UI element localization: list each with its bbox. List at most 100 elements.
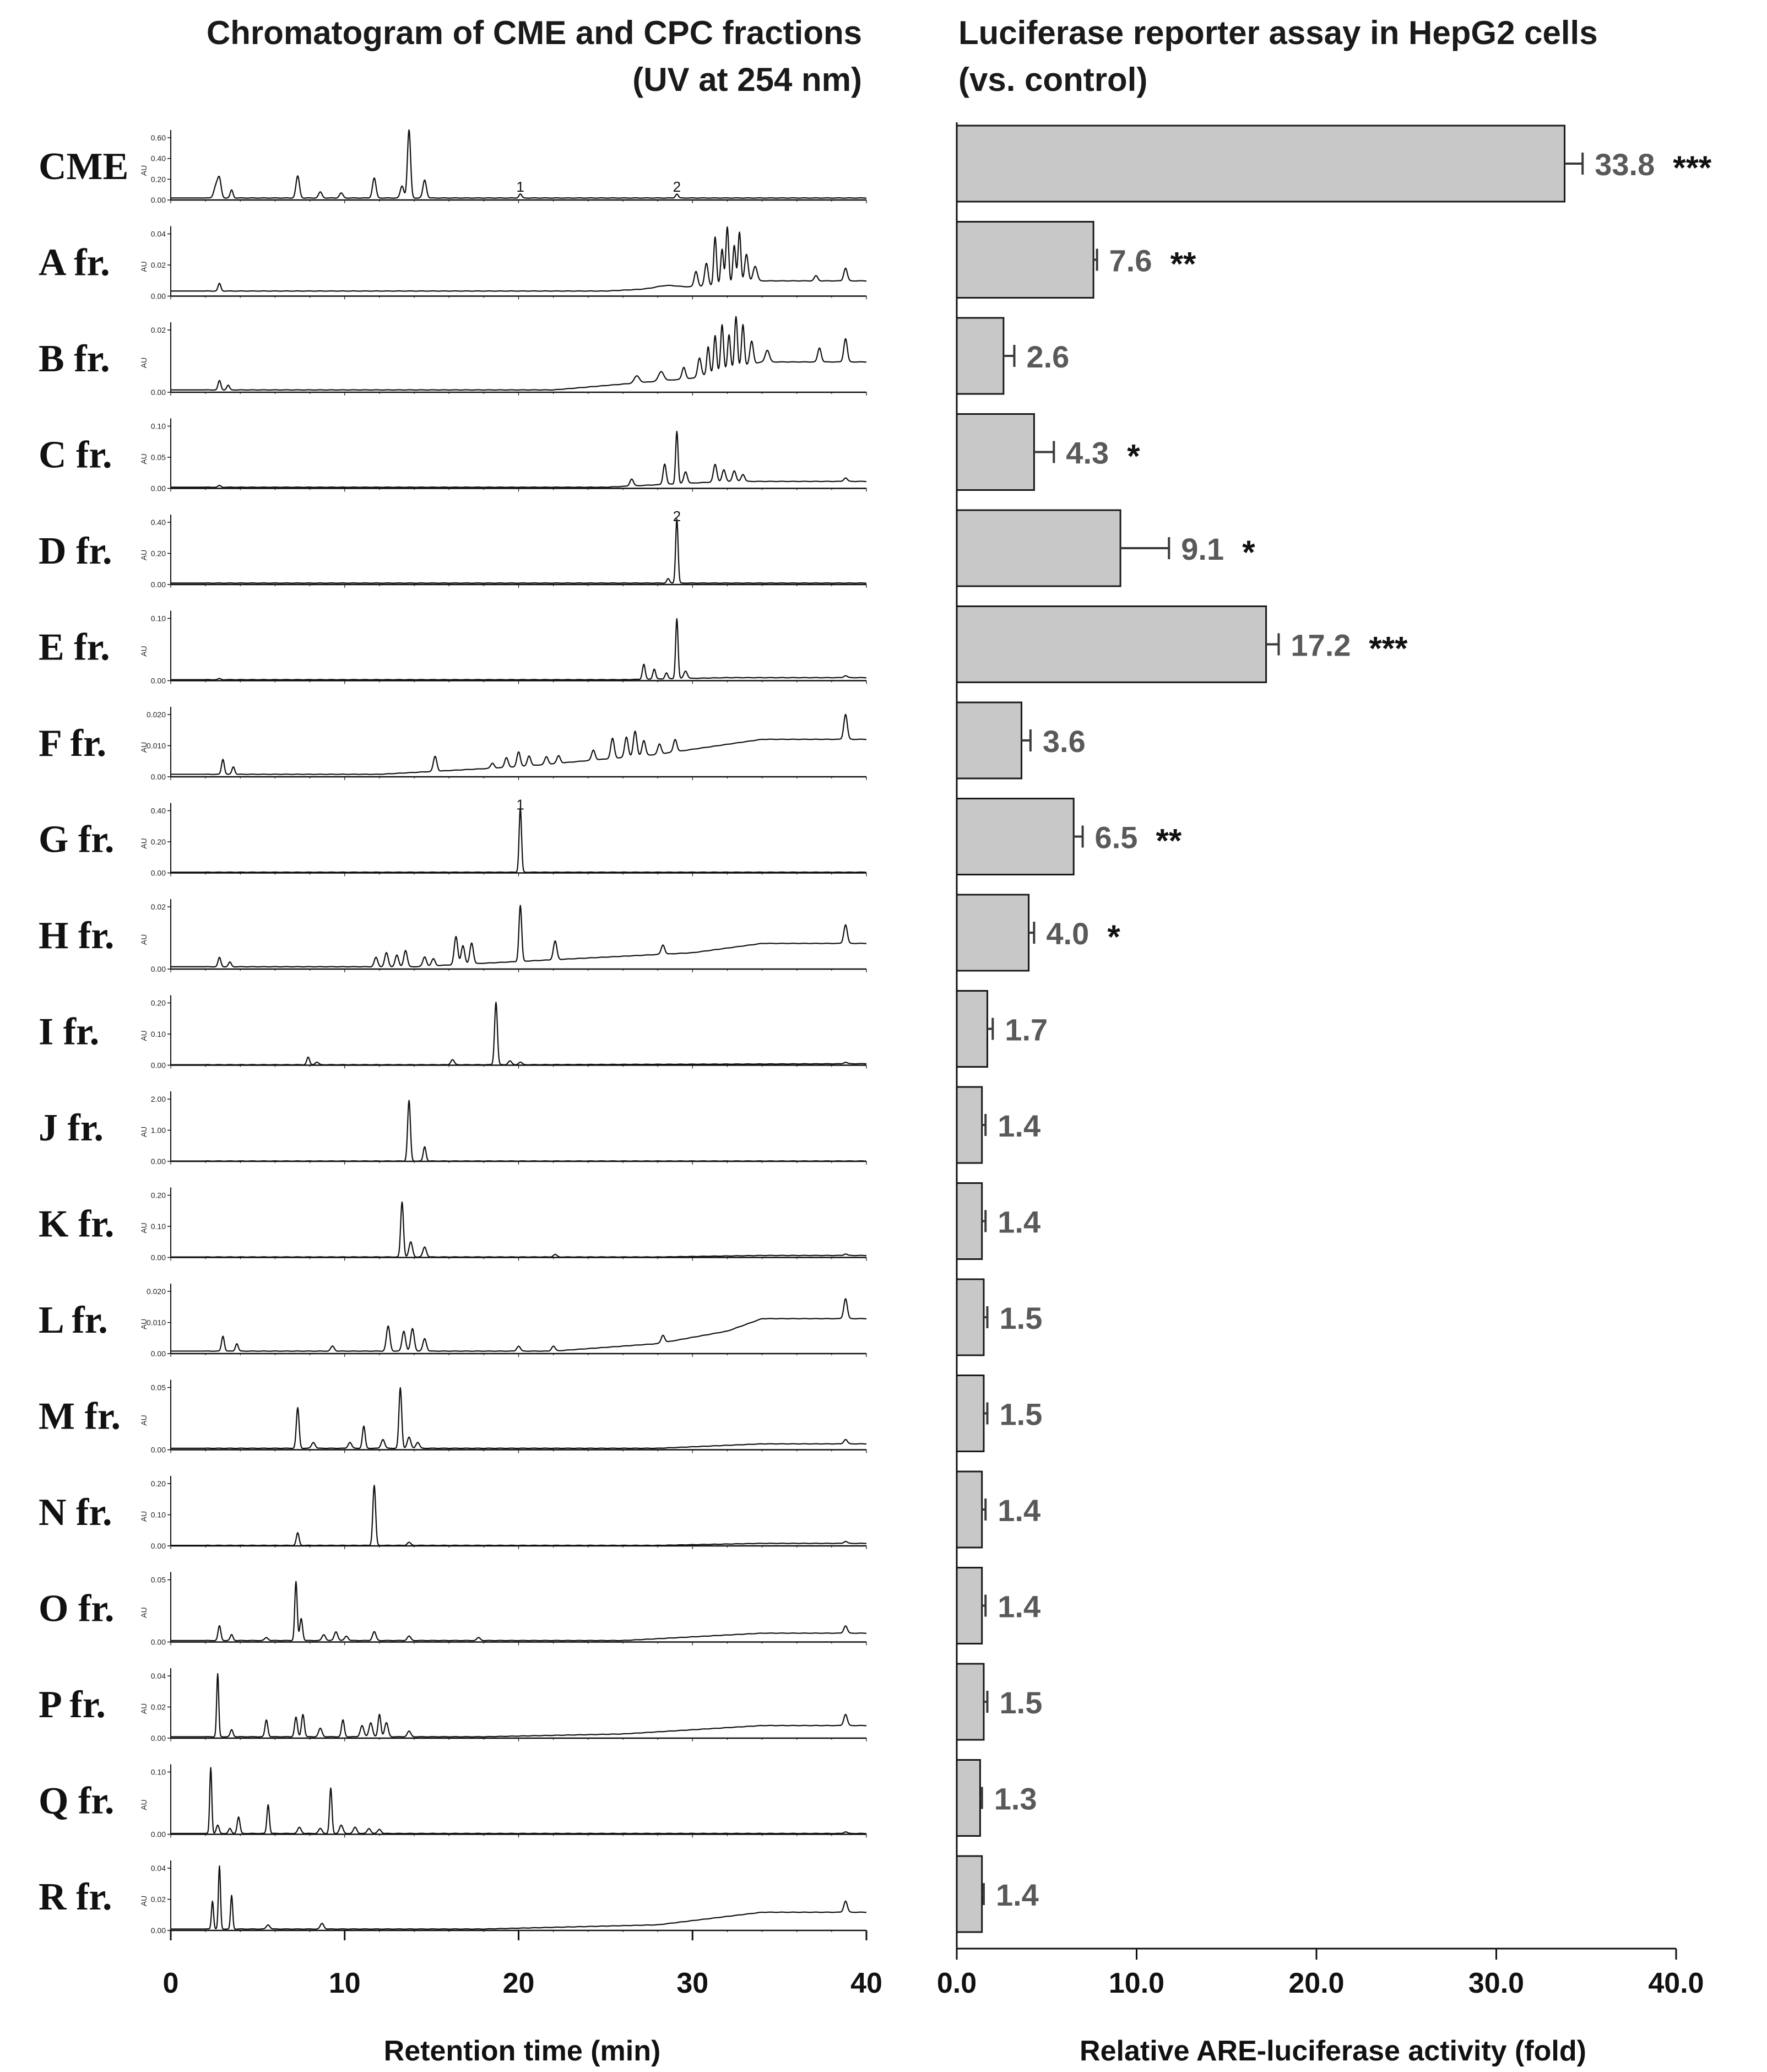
chromatogram-y-unit: AU bbox=[139, 1222, 148, 1233]
bar bbox=[956, 1567, 983, 1644]
row-label: I fr. bbox=[39, 1011, 99, 1053]
luciferase-bar-panel: 33.8 *** 7.6 ** 2.6 4.3 * 9.1 * 17.2 *** 3.6 6.5 ** 4.… bbox=[937, 122, 1712, 1999]
bar bbox=[956, 894, 1030, 972]
chromatogram-y-tick-label: 0.00 bbox=[151, 1638, 166, 1647]
chromatogram-y-tick-label: 0.20 bbox=[151, 999, 166, 1008]
bar-value-label: 1.4 bbox=[998, 1589, 1040, 1624]
chromatogram-y-tick-label: 0.020 bbox=[147, 1287, 166, 1296]
chromatogram-y-unit: AU bbox=[139, 550, 148, 560]
chromatogram-y-tick-label: 0.40 bbox=[151, 807, 166, 815]
chromatogram-trace bbox=[170, 226, 867, 292]
chromatogram-y-tick-label: 0.00 bbox=[151, 677, 166, 685]
bar-value-label: 1.5 bbox=[1000, 1397, 1043, 1432]
bar bbox=[956, 1375, 985, 1452]
bar-value-label: 1.4 bbox=[998, 1205, 1040, 1240]
significance-marker: ** bbox=[1156, 823, 1182, 859]
chromatogram-y-tick-label: 0.10 bbox=[151, 1511, 166, 1519]
row-label: A fr. bbox=[39, 242, 110, 284]
chromatogram-y-unit: AU bbox=[139, 358, 148, 368]
chromatogram-y-tick-label: 0.00 bbox=[151, 1061, 166, 1070]
bar bbox=[956, 1278, 985, 1356]
chromatogram-trace bbox=[170, 1002, 867, 1065]
chromatogram-y-tick-label: 0.20 bbox=[151, 1479, 166, 1488]
chromatogram-y-tick-label: 0.05 bbox=[151, 453, 166, 462]
chromatogram-y-tick-label: 0.10 bbox=[151, 1768, 166, 1777]
significance-marker: * bbox=[1127, 438, 1140, 475]
chromatogram-y-tick-label: 0.20 bbox=[151, 549, 166, 558]
chromatogram-y-unit: AU bbox=[139, 261, 148, 272]
chromatogram-y-tick-label: 0.00 bbox=[151, 1253, 166, 1262]
chromatogram-y-tick-label: 0.02 bbox=[151, 326, 166, 334]
chromatogram-y-tick-label: 2.00 bbox=[151, 1095, 166, 1103]
chromatogram-y-tick-label: 0.02 bbox=[151, 1703, 166, 1712]
bar bbox=[956, 317, 1005, 395]
bar-value-label: 6.5 bbox=[1095, 820, 1138, 855]
bar bbox=[956, 1182, 983, 1260]
chromatogram-trace bbox=[170, 1865, 867, 1930]
chromatogram-y-tick-label: 0.00 bbox=[151, 1157, 166, 1166]
chromatogram-y-unit: AU bbox=[139, 838, 148, 848]
chromatogram-y-tick-label: 0.020 bbox=[147, 710, 166, 719]
row-label: K fr. bbox=[39, 1203, 114, 1246]
chromatogram-y-tick-label: 0.00 bbox=[151, 580, 166, 589]
chromatogram-trace bbox=[170, 430, 867, 488]
chromatogram-trace bbox=[170, 1298, 867, 1352]
chromatogram-y-tick-label: 0.00 bbox=[151, 1830, 166, 1839]
significance-marker: *** bbox=[1369, 630, 1408, 667]
row-label: E fr. bbox=[39, 626, 110, 669]
chromatogram-trace bbox=[170, 807, 867, 873]
bar-value-label: 3.6 bbox=[1043, 724, 1086, 759]
chromatogram-y-tick-label: 1.00 bbox=[151, 1126, 166, 1135]
bar-value-label: 1.4 bbox=[996, 1878, 1039, 1912]
chromatogram-y-tick-label: 0.05 bbox=[151, 1576, 166, 1584]
chromatogram-trace bbox=[170, 1387, 867, 1449]
chromatogram-y-unit: AU bbox=[139, 934, 148, 945]
peak-annotation: 2 bbox=[673, 508, 681, 524]
bar-value-label: 1.5 bbox=[1000, 1685, 1043, 1720]
chromatogram-y-unit: AU bbox=[139, 1896, 148, 1906]
bar bbox=[956, 1663, 985, 1741]
chromatogram-y-tick-label: 0.010 bbox=[147, 742, 166, 750]
row-label: G fr. bbox=[39, 819, 114, 861]
bar bbox=[956, 798, 1075, 875]
chromatogram-trace bbox=[170, 518, 867, 584]
bar bbox=[956, 509, 1121, 587]
chromatogram-trace bbox=[170, 713, 867, 775]
chromatogram-y-tick-label: 0.00 bbox=[151, 292, 166, 301]
significance-marker: * bbox=[1242, 534, 1255, 571]
chromatogram-y-tick-label: 0.02 bbox=[151, 1895, 166, 1904]
chromatogram-y-tick-label: 0.05 bbox=[151, 1383, 166, 1392]
row-label: P fr. bbox=[39, 1684, 106, 1726]
chromatogram-y-unit: AU bbox=[139, 1511, 148, 1522]
bar-value-label: 1.4 bbox=[998, 1493, 1040, 1528]
chromatogram-y-tick-label: 0.00 bbox=[151, 869, 166, 878]
chromatogram-y-tick-label: 0.60 bbox=[151, 133, 166, 142]
chromatogram-trace bbox=[170, 618, 867, 681]
chromatogram-y-tick-label: 0.20 bbox=[151, 1191, 166, 1200]
row-label: C fr. bbox=[39, 434, 112, 477]
bar-x-tick-label: 40.0 bbox=[1648, 1967, 1704, 1999]
bar-value-label: 7.6 bbox=[1109, 244, 1152, 278]
chromatogram-trace bbox=[170, 1581, 867, 1642]
chromatogram-x-tick-label: 10 bbox=[329, 1967, 361, 1999]
chromatogram-y-tick-label: 0.010 bbox=[147, 1318, 166, 1327]
peak-annotation: 1 bbox=[516, 797, 524, 813]
chromatogram-y-tick-label: 0.02 bbox=[151, 261, 166, 269]
peak-annotation: 2 bbox=[673, 178, 681, 195]
bar-value-label: 17.2 bbox=[1291, 628, 1351, 663]
bar-value-label: 1.4 bbox=[998, 1108, 1040, 1143]
chromatogram-y-tick-label: 0.00 bbox=[151, 196, 166, 204]
significance-marker: ** bbox=[1170, 246, 1196, 283]
bar-x-tick-label: 30.0 bbox=[1468, 1967, 1524, 1999]
chromatogram-title-line2: (UV at 254 nm) bbox=[632, 61, 862, 98]
row-label: D fr. bbox=[39, 530, 112, 572]
chromatogram-y-unit: AU bbox=[139, 1799, 148, 1810]
chromatogram-y-tick-label: 0.00 bbox=[151, 965, 166, 973]
chromatogram-y-tick-label: 0.04 bbox=[151, 230, 166, 239]
chromatogram-trace bbox=[170, 129, 867, 199]
chromatogram-x-axis-label: Retention time (min) bbox=[384, 2035, 661, 2067]
row-label: H fr. bbox=[39, 915, 114, 957]
bar bbox=[956, 701, 1023, 780]
row-label: F fr. bbox=[39, 722, 106, 765]
chromatogram-y-tick-label: 0.10 bbox=[151, 1222, 166, 1231]
